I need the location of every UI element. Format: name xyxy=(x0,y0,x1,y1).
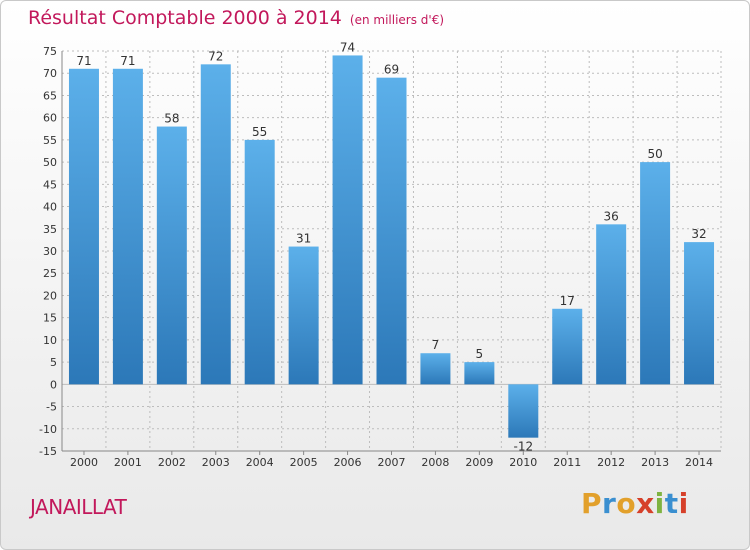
data-label-2014: 32 xyxy=(691,227,706,241)
y-tick-label: 20 xyxy=(43,289,57,302)
x-tick-label: 2001 xyxy=(114,456,142,469)
bar-2013 xyxy=(640,162,671,385)
y-tick-label: 25 xyxy=(43,267,57,280)
bar-2002 xyxy=(156,126,187,385)
data-label-2004: 55 xyxy=(252,125,267,139)
data-label-2011: 17 xyxy=(560,294,575,308)
bar-2014 xyxy=(684,242,715,385)
bar-2000 xyxy=(68,68,99,385)
x-tick-label: 2003 xyxy=(202,456,230,469)
proxiti-logo: Proxiti xyxy=(581,487,689,520)
y-tick-label: 5 xyxy=(50,356,57,369)
x-tick-label: 2012 xyxy=(597,456,625,469)
bar-2007 xyxy=(376,77,407,385)
data-labels: 71 71 58 72 55 31 74 69 7 5 -12 17 36 50 32 xyxy=(76,40,706,453)
data-label-2007: 69 xyxy=(384,63,399,77)
x-tick-label: 2007 xyxy=(378,456,406,469)
data-label-2005: 31 xyxy=(296,232,311,246)
y-tick-label: 65 xyxy=(43,89,57,102)
x-tick-label: 2013 xyxy=(641,456,669,469)
y-tick-label: 35 xyxy=(43,223,57,236)
y-tick-label: -5 xyxy=(46,401,57,414)
x-tick-label: 2011 xyxy=(553,456,581,469)
y-tick-label: 50 xyxy=(43,156,57,169)
x-tick-label: 2000 xyxy=(70,456,98,469)
data-label-2012: 36 xyxy=(604,209,619,223)
bar-2005 xyxy=(288,246,319,385)
bar-2012 xyxy=(596,224,627,385)
x-tick-label: 2005 xyxy=(290,456,318,469)
y-tick-label: 70 xyxy=(43,67,57,80)
data-label-2009: 5 xyxy=(476,347,484,361)
data-label-2003: 72 xyxy=(208,49,223,63)
town-name: JANAILLAT xyxy=(30,495,127,519)
data-label-2006: 74 xyxy=(340,40,355,54)
x-tick-label: 2014 xyxy=(685,456,713,469)
bar-2008 xyxy=(420,353,451,385)
y-tick-label: 60 xyxy=(43,112,57,125)
bar-2010 xyxy=(508,384,539,438)
y-tick-label: 40 xyxy=(43,201,57,214)
y-tick-label: 10 xyxy=(43,334,57,347)
x-tick-label: 2006 xyxy=(334,456,362,469)
data-label-2001: 71 xyxy=(120,54,135,68)
y-tick-label: 75 xyxy=(43,45,57,58)
data-label-2013: 50 xyxy=(647,147,662,161)
x-tick-label: 2010 xyxy=(509,456,537,469)
bar-2009 xyxy=(464,362,495,385)
y-tick-label: 15 xyxy=(43,312,57,325)
x-tick-label: 2009 xyxy=(465,456,493,469)
axes: -15-10-505101520253035404550556065707520… xyxy=(39,45,721,469)
x-tick-label: 2002 xyxy=(158,456,186,469)
chart-title-main: Résultat Comptable 2000 à 2014 xyxy=(28,7,342,29)
bar-2006 xyxy=(332,55,363,385)
data-label-2010: -12 xyxy=(513,440,533,454)
bar-2003 xyxy=(200,64,231,385)
y-tick-label: 55 xyxy=(43,134,57,147)
bar-2011 xyxy=(552,308,583,385)
data-label-2002: 58 xyxy=(164,112,179,126)
data-label-2000: 71 xyxy=(76,54,91,68)
bar-2004 xyxy=(244,139,275,385)
y-tick-label: -10 xyxy=(39,423,57,436)
y-tick-label: 45 xyxy=(43,178,57,191)
y-tick-label: 30 xyxy=(43,245,57,258)
bars xyxy=(68,55,715,438)
chart-title: Résultat Comptable 2000 à 2014 (en millie… xyxy=(28,7,444,29)
x-tick-label: 2008 xyxy=(421,456,449,469)
y-tick-label: -15 xyxy=(39,445,57,458)
y-tick-label: 0 xyxy=(50,378,57,391)
bar-2001 xyxy=(112,68,143,385)
x-tick-label: 2004 xyxy=(246,456,274,469)
chart-title-unit: (en milliers d'€) xyxy=(349,13,445,27)
data-label-2008: 7 xyxy=(432,338,440,352)
